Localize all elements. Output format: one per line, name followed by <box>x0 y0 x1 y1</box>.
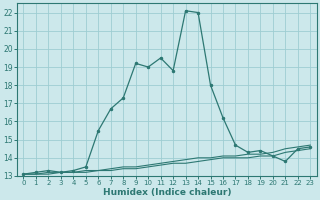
X-axis label: Humidex (Indice chaleur): Humidex (Indice chaleur) <box>103 188 231 197</box>
